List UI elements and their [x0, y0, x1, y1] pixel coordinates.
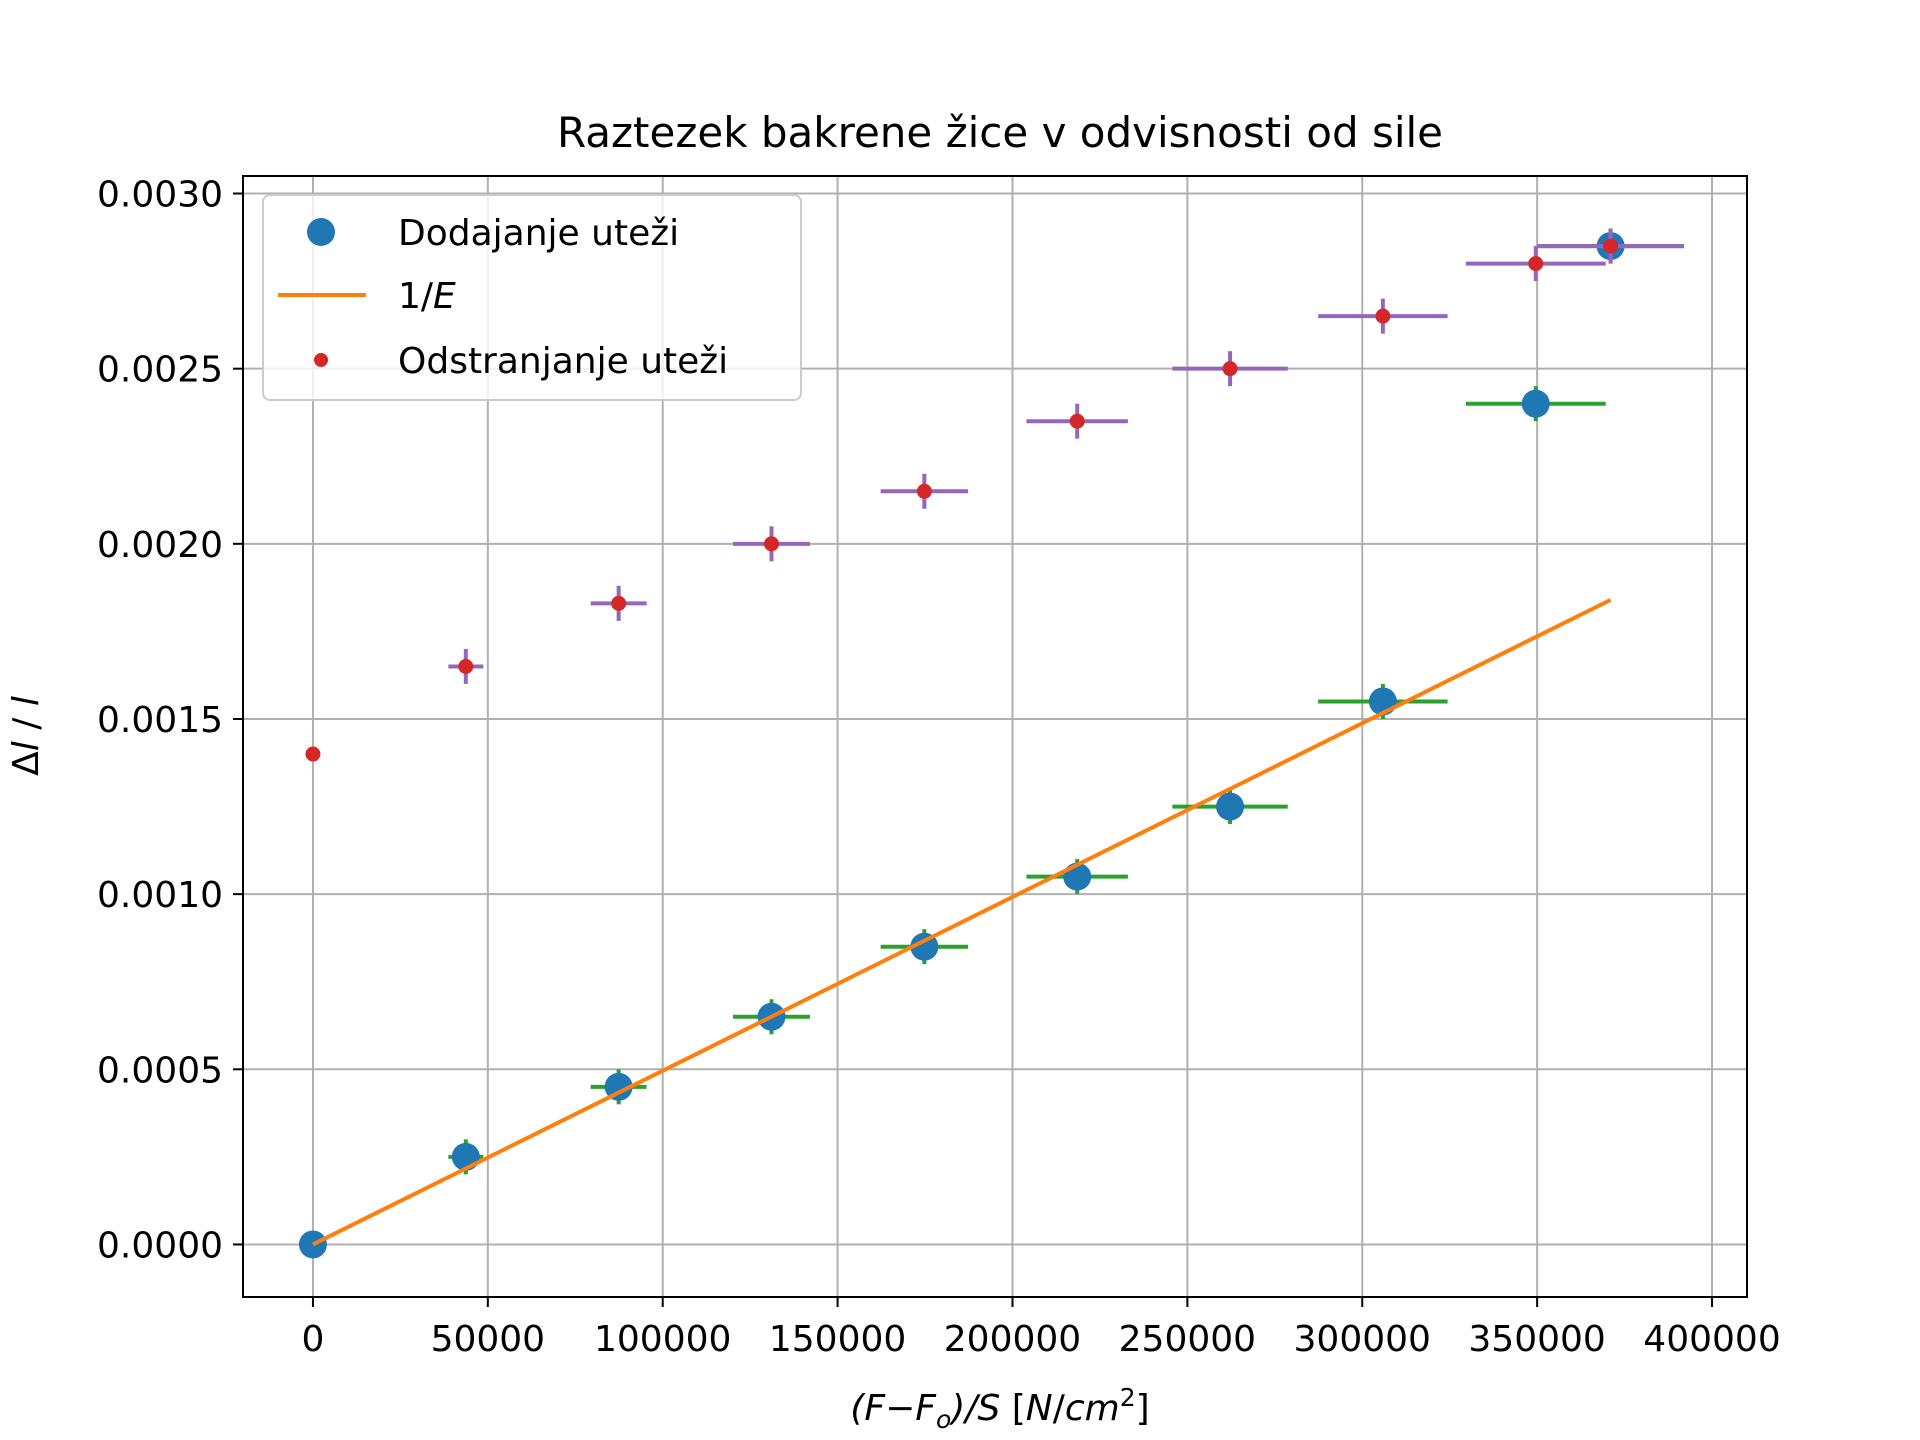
- y-tick-label: 0.0020: [97, 525, 223, 566]
- x-tick-label: 150000: [769, 1319, 906, 1360]
- legend-label-1-e: 1/E: [398, 276, 456, 317]
- odstranjanje-point: [1528, 256, 1544, 272]
- chart-title: Raztezek bakrene žice v odvisnosti od si…: [557, 108, 1443, 157]
- y-tick-label: 0.0030: [97, 175, 223, 216]
- legend-box: [262, 194, 802, 401]
- x-tick-label: 350000: [1468, 1319, 1605, 1360]
- x-tick-label: 50000: [431, 1319, 546, 1360]
- y-tick-label: 0.0005: [97, 1050, 223, 1091]
- axes-frame: [242, 175, 1748, 1298]
- y-tick-label: 0.0000: [97, 1225, 223, 1266]
- legend-label-odstranjanje: Odstranjanje uteži: [398, 341, 728, 382]
- x-tick-label: 0: [302, 1319, 325, 1360]
- dodajanje-point: [910, 932, 939, 961]
- odstranjanje-point: [916, 483, 932, 499]
- y-axis-label: Δl / l: [6, 696, 47, 776]
- odstranjanje-point: [1603, 238, 1619, 254]
- x-tick-label: 400000: [1643, 1319, 1780, 1360]
- grid: [243, 176, 1747, 1297]
- x-tick-label: 200000: [944, 1319, 1081, 1360]
- y-tick-label: 0.0015: [97, 700, 223, 741]
- odstranjanje-point: [1375, 308, 1391, 324]
- fit-line-1-e: [312, 598, 1612, 1247]
- x-tick-label: 300000: [1294, 1319, 1431, 1360]
- plot-area: [298, 228, 1685, 1259]
- odstranjanje-point: [611, 595, 627, 611]
- x-tick-label: 250000: [1119, 1319, 1256, 1360]
- axis-ticks: 0 50000 100000 150000 200000 250000 300000 3500…: [97, 175, 1781, 1360]
- x-tick-label: 100000: [594, 1319, 731, 1360]
- odstranjanje-point: [305, 746, 321, 762]
- odstranjanje-point: [1069, 413, 1085, 429]
- dodajanje-point: [604, 1072, 633, 1101]
- odstranjanje-point: [1222, 361, 1238, 377]
- odstranjanje-point: [763, 536, 779, 552]
- legend: Dodajanje uteži 1/E Odstranjanje uteži: [262, 194, 802, 401]
- odstranjanje-point: [458, 658, 474, 674]
- legend-marker-dodajanje: [307, 218, 335, 246]
- dodajanje-point: [1216, 792, 1245, 821]
- y-tick-label: 0.0010: [97, 875, 223, 916]
- x-axis-label: (F−Fo)/S [N/cm2]: [850, 1383, 1149, 1434]
- y-tick-label: 0.0025: [97, 350, 223, 391]
- legend-label-dodajanje: Dodajanje uteži: [398, 213, 679, 254]
- dodajanje-point: [1521, 389, 1550, 418]
- legend-marker-odstranjanje: [314, 353, 328, 367]
